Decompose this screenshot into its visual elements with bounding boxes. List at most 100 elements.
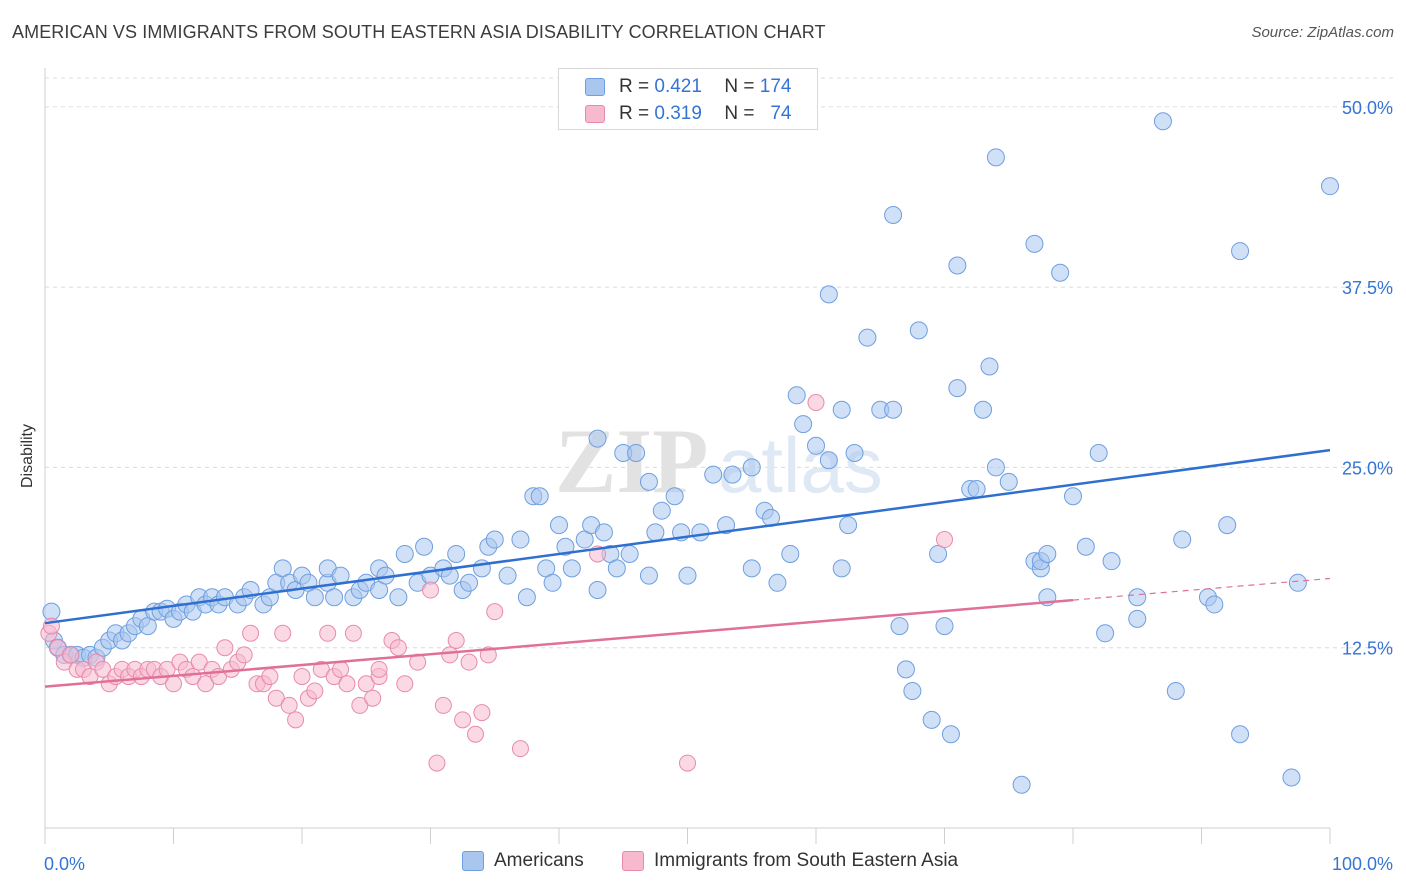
immigrant-point [216,639,234,657]
watermark-zip: ZIP [555,410,708,512]
american-point [1096,624,1115,643]
american-point [1038,544,1057,563]
americans-trend-line [44,448,1331,625]
american-point [980,357,999,376]
american-point [903,681,922,700]
american-point [588,581,607,600]
american-point [986,458,1005,477]
y-tick-label: 25.0% [1342,458,1393,478]
immigrant-point [441,646,459,664]
american-point [1025,234,1044,253]
american-point [1128,588,1147,607]
immigrant-point [422,581,439,599]
immigrant-point [280,696,298,714]
american-point [1288,573,1307,592]
legend-swatch-americans [585,78,605,96]
immigrant-point [62,646,80,664]
american-point [794,415,813,434]
legend-row-americans: R = 0.421 N = 174 [585,75,791,99]
immigrant-point [190,653,208,671]
legend-row-immigrants: R = 0.319 N = 74 [585,102,791,126]
american-point [1128,609,1147,628]
american-point [768,573,787,592]
american-point [1282,768,1301,787]
american-point [1064,487,1082,506]
american-point [742,559,761,578]
american-point [1153,112,1172,131]
immigrant-point [306,682,324,700]
immigrant-point [486,603,504,621]
american-point [832,559,851,578]
american-point [460,573,479,592]
american-point [447,544,466,563]
american-point [896,660,915,679]
legend-n-label: N = [724,76,755,97]
american-point [1218,516,1237,535]
source-label: Source: ZipAtlas.com [1251,24,1394,41]
american-point [594,523,613,542]
immigrants-trend-extension [1072,577,1331,601]
immigrant-point [81,668,99,686]
american-point [839,516,858,535]
american-point [723,465,742,484]
chart-title: AMERICAN VS IMMIGRANTS FROM SOUTH EASTER… [12,22,826,42]
legend-swatch-americans [462,851,484,871]
american-point [1173,530,1192,549]
american-point [890,617,909,636]
american-point [819,451,838,470]
american-point [1076,537,1095,556]
american-point [639,566,658,585]
immigrant-point [49,639,67,657]
american-point [935,617,954,636]
immigrant-point [344,624,362,642]
american-point [781,544,800,563]
american-point [665,487,684,506]
american-point [1102,552,1121,571]
immigrant-point [197,675,215,693]
american-point [884,400,903,419]
american-point [948,256,967,275]
american-point [588,429,607,448]
immigrant-point [396,675,414,693]
series-legend: Americans Immigrants from South Eastern … [0,850,1406,878]
immigrant-point [94,660,112,678]
american-point [543,573,562,592]
y-tick-label: 12.5% [1342,639,1393,659]
immigrant-point [293,668,311,686]
y-tick-label: 50.0% [1342,98,1393,118]
x-tick-label: 0.0% [44,854,85,874]
american-point [717,516,736,535]
american-point [511,530,530,549]
immigrant-point [261,668,279,686]
trend-lines [44,448,1331,688]
legend-label-immigrants: Immigrants from South Eastern Asia [654,850,959,871]
immigrant-point [364,689,382,707]
legend-item-americans: Americans [462,850,584,872]
american-point [627,444,646,462]
immigrants-trend-line [44,598,1074,688]
american-point [967,480,986,499]
immigrant-point [428,754,446,772]
american-point [1205,595,1224,614]
y-tick-label: 37.5% [1342,278,1393,298]
american-point [1321,177,1339,196]
immigrant-point [184,668,202,686]
american-point [646,523,665,542]
american-point [999,472,1018,491]
gridlines [45,77,1395,649]
american-point [517,588,536,607]
legend-n-value: 174 [759,76,792,97]
american-point [607,559,626,578]
american-point [305,588,324,607]
american-point [922,710,941,729]
american-point [819,285,838,304]
immigrant-point [274,624,292,642]
immigrant-point [460,653,478,671]
american-point [884,206,903,225]
american-point [1231,242,1250,261]
legend-swatch-immigrants [585,105,605,123]
immigrant-point [332,660,350,678]
legend-swatch-immigrants [622,851,644,871]
american-point [620,544,639,563]
immigrant-point [351,696,369,714]
